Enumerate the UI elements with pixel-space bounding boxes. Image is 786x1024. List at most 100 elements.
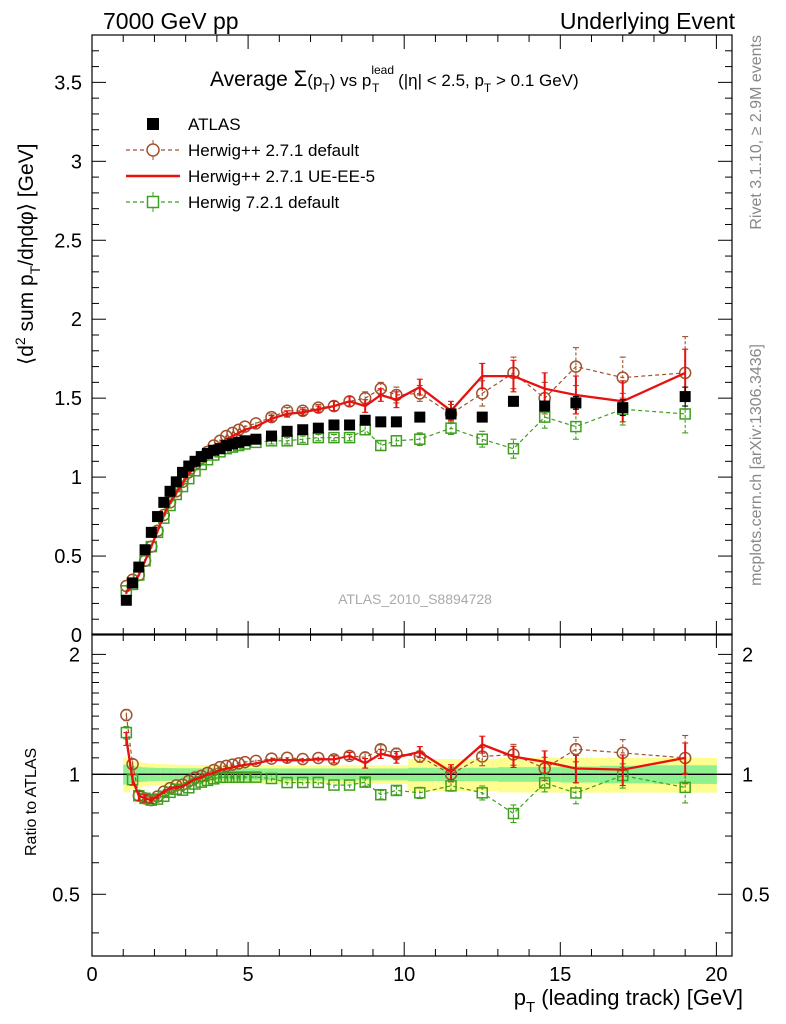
data-point-Herwig 7.2.1 default <box>679 408 691 420</box>
ratio-point-Herwig 7.2.1 default <box>214 771 226 784</box>
ratio-point-Herwig 7.2.1 default <box>239 771 251 783</box>
data-point-ATLAS <box>120 594 132 606</box>
ratio-y-tick-label: 2 <box>69 644 80 666</box>
data-point-Herwig 7.2.1 default <box>328 431 340 444</box>
series-line-Herwig++ 2.7.1 UE-EE-5 <box>125 371 686 594</box>
data-point-ATLAS <box>233 436 245 448</box>
legend-marker-circle <box>146 143 160 157</box>
x-tick-label: 10 <box>393 964 415 986</box>
data-point-ATLAS <box>170 476 182 488</box>
ratio-point-Herwig 7.2.1 default <box>250 771 262 783</box>
main-plot-title: Average Σ(pT) vs plead T (|η| < 2.5, pT >… <box>210 63 579 95</box>
ratio-point-Herwig 7.2.1 default <box>375 788 387 801</box>
data-point-Herwig 7.2.1 default <box>375 439 387 452</box>
ratio-point-Herwig 7.2.1 default <box>170 783 183 795</box>
ratio-point-Herwig++ 2.7.1 default <box>569 742 583 756</box>
main-y-tick-label: 1 <box>71 467 82 489</box>
ratio-point-Herwig++ 2.7.1 default <box>343 749 356 763</box>
ratio-point-Herwig 7.2.1 default <box>139 792 151 805</box>
legend-marker-atlas <box>147 118 159 130</box>
data-point-ATLAS <box>214 443 226 455</box>
data-point-ATLAS <box>145 526 157 538</box>
data-point-ATLAS <box>375 416 387 428</box>
data-point-Herwig 7.2.1 default <box>414 433 426 445</box>
data-point-Herwig 7.2.1 default <box>538 411 551 423</box>
main-panel-series <box>120 336 692 606</box>
legend: ATLAS Herwig++ 2.7.1 default Herwig++ 2.7.… <box>126 115 375 212</box>
data-point-ATLAS <box>281 425 293 437</box>
ratio-point-Herwig++ 2.7.1 default <box>219 759 233 773</box>
ratio-point-Herwig 7.2.1 default <box>538 777 551 789</box>
main-y-axis-label: ⟨d2 sum pT/dηdφ⟩ [GeV] <box>12 144 43 365</box>
data-point-ATLAS <box>183 460 195 472</box>
ratio-point-Herwig 7.2.1 default <box>226 771 239 783</box>
ratio-point-Herwig 7.2.1 default <box>296 776 309 789</box>
data-point-ATLAS <box>250 433 262 445</box>
ratio-panel-series <box>120 708 692 824</box>
ratio-point-Herwig 7.2.1 default <box>281 776 293 789</box>
ratio-axes: 0 5 10 15 20 0.5 0.5 1 1 2 2 <box>52 634 770 986</box>
data-point-ATLAS <box>312 422 324 434</box>
data-point-ATLAS <box>239 435 251 447</box>
data-point-ATLAS <box>158 496 170 508</box>
data-point-ATLAS <box>344 419 356 431</box>
data-point-Herwig 7.2.1 default <box>445 422 457 434</box>
ratio-y-axis-label: Ratio to ATLAS <box>23 748 40 856</box>
ratio-point-Herwig 7.2.1 default <box>232 771 245 783</box>
legend-label: ATLAS <box>188 115 241 134</box>
data-point-ATLAS <box>220 440 232 452</box>
data-point-Herwig 7.2.1 default <box>390 435 403 447</box>
data-point-Herwig++ 2.7.1 default <box>569 360 583 373</box>
ratio-point-Herwig 7.2.1 default <box>390 784 403 797</box>
data-point-ATLAS <box>390 416 402 428</box>
data-point-ATLAS <box>617 402 629 414</box>
legend-label: Herwig++ 2.7.1 UE-EE-5 <box>188 167 375 186</box>
ratio-point-Herwig++ 2.7.1 default <box>280 751 294 764</box>
ratio-point-Herwig++ 2.7.1 default <box>182 774 196 788</box>
data-point-Herwig 7.2.1 default <box>476 433 488 445</box>
ratio-point-Herwig++ 2.7.1 default <box>265 752 278 765</box>
main-y-tick-label: 0.5 <box>54 546 82 568</box>
ratio-point-Herwig 7.2.1 default <box>679 781 691 794</box>
ratio-panel-frame <box>91 633 733 957</box>
ratio-point-Herwig++ 2.7.1 default <box>249 754 263 768</box>
data-point-ATLAS <box>177 466 189 478</box>
main-y-tick-label: 2.5 <box>54 230 82 252</box>
header-analysis-label: Underlying Event <box>560 8 736 34</box>
header-beam-label: 7000 GeV pp <box>103 8 239 34</box>
ratio-point-Herwig 7.2.1 default <box>445 780 457 792</box>
x-axis-label: pT (leading track) [GeV] <box>514 985 743 1016</box>
legend-label: Herwig 7.2.1 default <box>188 193 339 212</box>
data-point-ATLAS <box>202 447 214 459</box>
x-tick-label: 5 <box>243 964 254 986</box>
ratio-point-Herwig 7.2.1 default <box>570 787 582 799</box>
data-point-Herwig 7.2.1 default <box>343 431 356 444</box>
legend-marker-square <box>146 195 160 209</box>
main-axes: 0 0.5 1 1.5 2 2.5 3 3.5 <box>54 34 732 647</box>
data-point-ATLAS <box>476 411 488 423</box>
data-point-ATLAS <box>328 419 340 431</box>
ratio-point-Herwig 7.2.1 default <box>328 779 340 791</box>
data-point-ATLAS <box>445 408 457 420</box>
ratio-point-Herwig++ 2.7.1 default <box>226 758 239 771</box>
data-point-ATLAS <box>570 397 582 409</box>
ratio-point-Herwig 7.2.1 default <box>220 771 232 783</box>
ratio-point-Herwig 7.2.1 default <box>312 776 325 789</box>
ratio-y-tick-label: 0.5 <box>52 884 80 906</box>
main-y-tick-label: 3 <box>71 151 82 173</box>
ratio-series-line-Herwig++ 2.7.1 UE-EE-5 <box>125 738 686 802</box>
ratio-point-Herwig 7.2.1 default <box>414 787 426 799</box>
analysis-watermark: ATLAS_2010_S8894728 <box>338 591 492 607</box>
ratio-point-Herwig++ 2.7.1 default <box>120 708 133 722</box>
ratio-point-Herwig 7.2.1 default <box>359 776 371 788</box>
data-point-Herwig 7.2.1 default <box>139 555 151 567</box>
x-tick-label: 0 <box>86 964 97 986</box>
data-point-ATLAS <box>297 424 309 436</box>
ratio-y-tick-label-right: 0.5 <box>742 884 770 906</box>
series-line-Herwig 7.2.1 default <box>125 408 686 592</box>
data-point-Herwig 7.2.1 default <box>507 442 520 455</box>
data-point-ATLAS <box>679 391 691 403</box>
main-y-tick-label: 2 <box>71 309 82 331</box>
data-point-ATLAS <box>507 395 519 407</box>
main-y-tick-label: 0 <box>71 625 82 647</box>
